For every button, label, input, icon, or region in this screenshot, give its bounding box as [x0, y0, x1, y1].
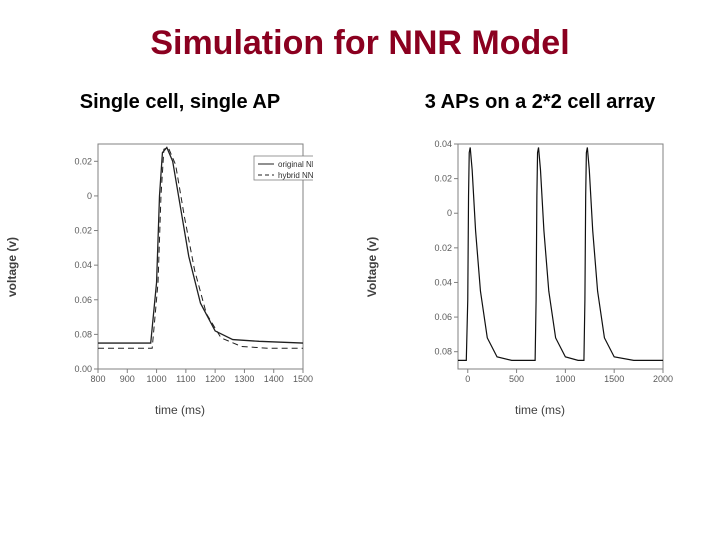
- svg-text:800: 800: [90, 374, 105, 384]
- svg-text:0.06: 0.06: [74, 295, 92, 305]
- svg-text:1500: 1500: [292, 374, 312, 384]
- left-xlabel: time (ms): [155, 403, 205, 417]
- svg-text:0.02: 0.02: [434, 243, 452, 253]
- svg-text:0.06: 0.06: [434, 312, 452, 322]
- svg-text:original NNR model: original NNR model: [278, 160, 313, 169]
- left-ylabel: voltage (v): [4, 236, 18, 296]
- svg-text:1000: 1000: [555, 374, 575, 384]
- left-chart-wrap: voltage (v) 8009001000110012001300140015…: [48, 134, 313, 399]
- svg-text:0.04: 0.04: [434, 139, 452, 149]
- svg-text:0.02: 0.02: [434, 174, 452, 184]
- svg-text:2000: 2000: [652, 374, 672, 384]
- charts-row: voltage (v) 800 900 1000 1100 1200 1300 1400 15…: [0, 134, 720, 399]
- left-chart: 800 900 1000 1100 1200 1300 1400 1500 0.00 0.08 0.…: [48, 134, 313, 399]
- right-xlabel: time (ms): [515, 403, 565, 417]
- right-chart-wrap: Voltage (v) 05001000150020000.080.060.04…: [408, 134, 673, 399]
- svg-text:1400: 1400: [263, 374, 283, 384]
- page-title: Simulation for NNR Model: [0, 0, 720, 63]
- right-subtitle: 3 APs on a 2*2 cell array: [360, 91, 720, 114]
- right-ylabel: Voltage (v): [364, 236, 378, 296]
- svg-text:0: 0: [465, 374, 470, 384]
- svg-text:0.08: 0.08: [434, 347, 452, 357]
- svg-text:1500: 1500: [604, 374, 624, 384]
- svg-text:1200: 1200: [205, 374, 225, 384]
- svg-text:1300: 1300: [234, 374, 254, 384]
- svg-text:0.02: 0.02: [74, 226, 92, 236]
- left-subtitle: Single cell, single AP: [0, 91, 360, 114]
- svg-text:900: 900: [119, 374, 134, 384]
- svg-text:0: 0: [446, 208, 451, 218]
- svg-text:500: 500: [509, 374, 524, 384]
- svg-text:hybrid NNR model: hybrid NNR model: [278, 171, 313, 180]
- subtitles-row: Single cell, single AP 3 APs on a 2*2 ce…: [0, 91, 720, 114]
- svg-text:1000: 1000: [146, 374, 166, 384]
- svg-text:0.08: 0.08: [74, 329, 92, 339]
- svg-text:1100: 1100: [176, 374, 195, 384]
- svg-text:0: 0: [86, 191, 91, 201]
- svg-text:0.00: 0.00: [74, 364, 92, 374]
- svg-text:0.04: 0.04: [434, 277, 452, 287]
- svg-text:0.04: 0.04: [74, 260, 92, 270]
- svg-text:0.02: 0.02: [74, 156, 92, 166]
- right-chart: 0 500 1000 1500 2000 0.08 0.06 0.04 0.02 0 0.02 0.0…: [408, 134, 673, 399]
